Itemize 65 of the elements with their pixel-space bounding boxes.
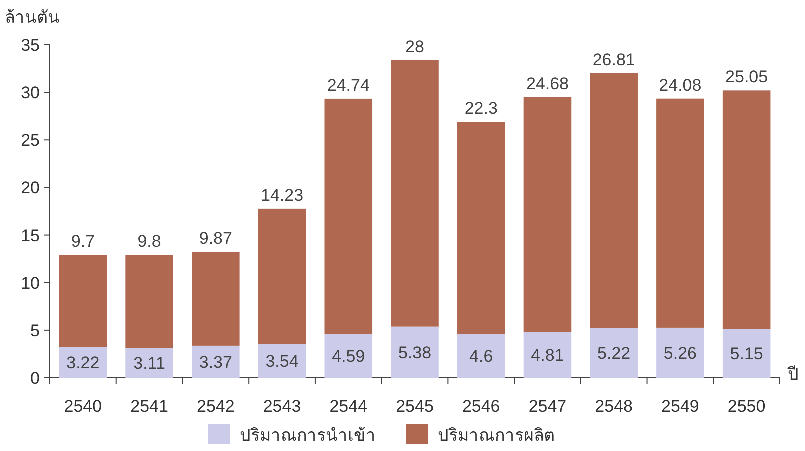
- bar: [59, 255, 108, 348]
- data-label: 4.81: [531, 346, 564, 366]
- data-label: 3.22: [66, 354, 100, 373]
- y-tick-label: 35: [21, 36, 40, 55]
- data-label: 5.38: [398, 343, 432, 362]
- bar: [324, 334, 373, 378]
- data-label: 25.05: [726, 68, 768, 87]
- x-tick-label: 2550: [728, 397, 766, 416]
- data-label: 26.81: [592, 50, 636, 70]
- x-tick-label: 2543: [263, 397, 302, 416]
- bar: [457, 122, 506, 334]
- bar: [457, 334, 506, 378]
- x-axis-title: ปี: [787, 365, 799, 384]
- bar: [722, 329, 771, 378]
- data-label: 24.68: [526, 74, 569, 94]
- x-tick-label: 2544: [330, 397, 368, 416]
- x-tick-label: 2548: [595, 397, 634, 416]
- data-label: 24.08: [659, 76, 702, 95]
- bar: [126, 255, 174, 348]
- x-tick-label: 2541: [130, 397, 168, 416]
- y-axis-title: ล้านตัน: [5, 8, 60, 27]
- data-label: 5.26: [664, 344, 697, 363]
- bar: [656, 328, 704, 378]
- legend-label: ปริมาณการนำเข้า: [240, 426, 376, 445]
- bar: [524, 332, 572, 378]
- bar: [391, 326, 439, 378]
- bar: [192, 346, 240, 378]
- bar: [590, 73, 638, 328]
- x-tick-label: 2549: [662, 397, 700, 416]
- bar: [722, 90, 771, 329]
- y-tick-label: 25: [21, 131, 40, 150]
- bar: [524, 97, 572, 332]
- data-label: 3.11: [134, 354, 166, 374]
- y-tick-label: 5: [30, 321, 40, 340]
- bar: [391, 60, 439, 327]
- y-tick-label: 15: [21, 226, 40, 246]
- x-tick-label: 2542: [196, 397, 235, 416]
- data-label: 5.22: [598, 344, 631, 364]
- data-label: 9.87: [199, 229, 232, 248]
- data-label: 9.7: [71, 232, 95, 252]
- x-tick-label: 2545: [396, 397, 434, 416]
- y-tick-label: 0: [30, 369, 40, 388]
- x-tick-label: 2546: [462, 397, 500, 416]
- data-label: 9.8: [138, 232, 162, 252]
- x-tick-label: 2547: [528, 397, 567, 416]
- bar: [590, 328, 638, 378]
- data-label: 4.59: [332, 347, 366, 366]
- y-tick-label: 30: [21, 84, 40, 103]
- data-label: 4.6: [470, 347, 494, 366]
- bar: [324, 98, 373, 334]
- bar: [192, 252, 240, 346]
- data-label: 14.23: [261, 186, 304, 205]
- data-label: 3.37: [199, 352, 232, 372]
- bar: [126, 348, 174, 378]
- data-label: 22.3: [464, 99, 498, 118]
- data-label: 5.15: [730, 344, 764, 364]
- x-tick-label: 2540: [64, 397, 102, 416]
- bar: [258, 208, 306, 344]
- bar: [656, 98, 704, 328]
- y-tick-label: 10: [21, 274, 40, 293]
- legend-label: ปริมาณการผลิต: [438, 426, 555, 445]
- data-label: 24.74: [327, 76, 370, 95]
- y-tick-label: 20: [21, 178, 40, 198]
- data-label: 3.54: [266, 352, 299, 372]
- data-label: 28: [406, 37, 424, 56]
